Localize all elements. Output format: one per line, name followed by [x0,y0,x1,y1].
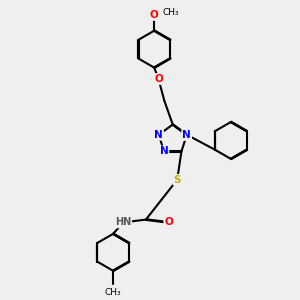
Text: HN: HN [115,218,131,227]
Text: O: O [164,218,173,227]
Text: N: N [154,130,163,140]
Text: CH₃: CH₃ [105,288,122,297]
Text: O: O [154,74,163,84]
Text: N: N [182,130,191,140]
Text: CH₃: CH₃ [162,8,179,17]
Text: S: S [173,175,181,185]
Text: N: N [160,146,168,156]
Text: O: O [150,10,159,20]
Text: N: N [182,130,191,140]
